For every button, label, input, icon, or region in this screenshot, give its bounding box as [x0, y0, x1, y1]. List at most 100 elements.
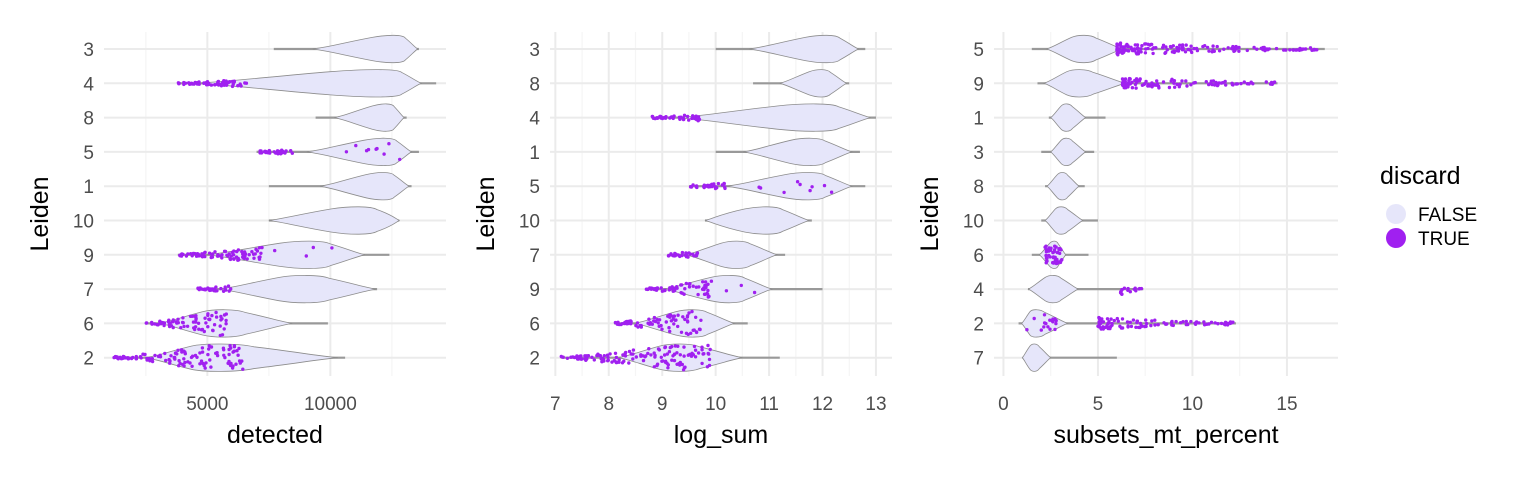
- x-tick-label: 9: [657, 394, 668, 415]
- true-point: [652, 365, 656, 369]
- true-point: [1052, 250, 1057, 254]
- true-point: [1136, 325, 1141, 330]
- true-point: [1150, 85, 1154, 89]
- true-point: [113, 354, 118, 359]
- true-point: [1219, 321, 1224, 326]
- true-point: [668, 329, 672, 334]
- true-point: [614, 360, 619, 365]
- true-point: [1126, 325, 1130, 329]
- violin-true-points: [1025, 313, 1235, 332]
- y-axis-title: Leiden: [26, 176, 54, 251]
- true-point: [1174, 319, 1178, 324]
- true-point: [1252, 45, 1256, 50]
- true-point: [1153, 318, 1157, 322]
- true-point: [230, 84, 235, 89]
- true-point: [675, 286, 679, 290]
- true-point: [189, 355, 194, 360]
- true-point: [1172, 50, 1177, 55]
- true-point: [156, 323, 160, 327]
- violin-5: [256, 137, 419, 166]
- true-point: [214, 285, 218, 289]
- true-point: [1042, 313, 1047, 317]
- y-tick-label: 6: [83, 314, 94, 335]
- violin-true-points: [144, 310, 228, 338]
- true-point: [624, 350, 628, 355]
- true-point: [1135, 80, 1139, 84]
- true-point: [681, 368, 686, 372]
- true-point: [1187, 47, 1191, 52]
- true-point: [1205, 45, 1210, 50]
- true-point: [180, 320, 185, 325]
- violin-3: [715, 34, 866, 64]
- true-point: [181, 316, 185, 320]
- true-point: [209, 288, 214, 292]
- true-point: [207, 347, 211, 351]
- true-point: [626, 321, 630, 325]
- violin-6: [144, 309, 328, 338]
- true-point: [592, 358, 596, 362]
- true-point: [1126, 288, 1130, 292]
- true-point: [245, 257, 249, 261]
- true-point: [647, 317, 651, 321]
- true-point: [1144, 324, 1148, 329]
- true-point: [1042, 321, 1047, 325]
- true-point: [1097, 320, 1101, 324]
- true-point: [634, 355, 638, 359]
- violin-2: [559, 343, 780, 372]
- true-point: [620, 322, 624, 326]
- y-tick-label: 10: [963, 212, 984, 233]
- true-point: [1246, 82, 1250, 86]
- true-point: [1201, 44, 1205, 49]
- violin-1: [1048, 103, 1106, 132]
- true-point: [1044, 259, 1049, 263]
- true-point: [1189, 319, 1193, 324]
- true-point: [194, 314, 198, 318]
- true-point: [1209, 79, 1214, 83]
- x-tick-label: 8: [603, 394, 614, 415]
- true-point: [681, 315, 685, 319]
- true-point: [660, 116, 665, 121]
- violin-true-points: [688, 180, 834, 195]
- true-point: [1109, 317, 1113, 321]
- true-point: [641, 358, 646, 363]
- y-tick-label: 10: [519, 212, 540, 233]
- y-tick-label: 4: [83, 74, 94, 95]
- true-point: [1097, 324, 1101, 328]
- true-point: [1115, 47, 1119, 51]
- y-tick-label: 8: [973, 177, 984, 198]
- violin-true-points: [176, 79, 249, 89]
- y-tick-label: 7: [529, 246, 540, 267]
- true-point: [678, 254, 682, 259]
- violin-3: [273, 34, 419, 64]
- true-point: [694, 184, 699, 188]
- true-point: [559, 354, 563, 359]
- true-point: [1048, 327, 1052, 331]
- true-point: [1045, 256, 1049, 260]
- true-point: [162, 323, 166, 328]
- true-point: [224, 318, 228, 323]
- true-point: [1189, 83, 1193, 87]
- violin-body: [685, 240, 779, 269]
- violin-body: [1050, 137, 1087, 166]
- true-point: [673, 254, 677, 258]
- true-point: [1123, 77, 1128, 81]
- true-point: [1168, 44, 1173, 49]
- true-point: [1128, 320, 1133, 324]
- violin-body: [704, 206, 811, 235]
- true-point: [1131, 318, 1136, 322]
- violin-body: [663, 275, 774, 304]
- true-point: [822, 183, 827, 188]
- true-point: [1186, 322, 1190, 327]
- true-point: [635, 321, 640, 325]
- true-point: [1135, 319, 1140, 323]
- violin-body: [743, 137, 854, 166]
- violin-9: [644, 275, 823, 304]
- true-point: [1108, 325, 1112, 329]
- true-point: [656, 321, 660, 325]
- true-point: [238, 361, 242, 365]
- true-point: [663, 345, 667, 350]
- true-point: [631, 348, 636, 352]
- true-point: [206, 325, 210, 329]
- true-point: [1265, 47, 1269, 51]
- true-point: [693, 348, 698, 352]
